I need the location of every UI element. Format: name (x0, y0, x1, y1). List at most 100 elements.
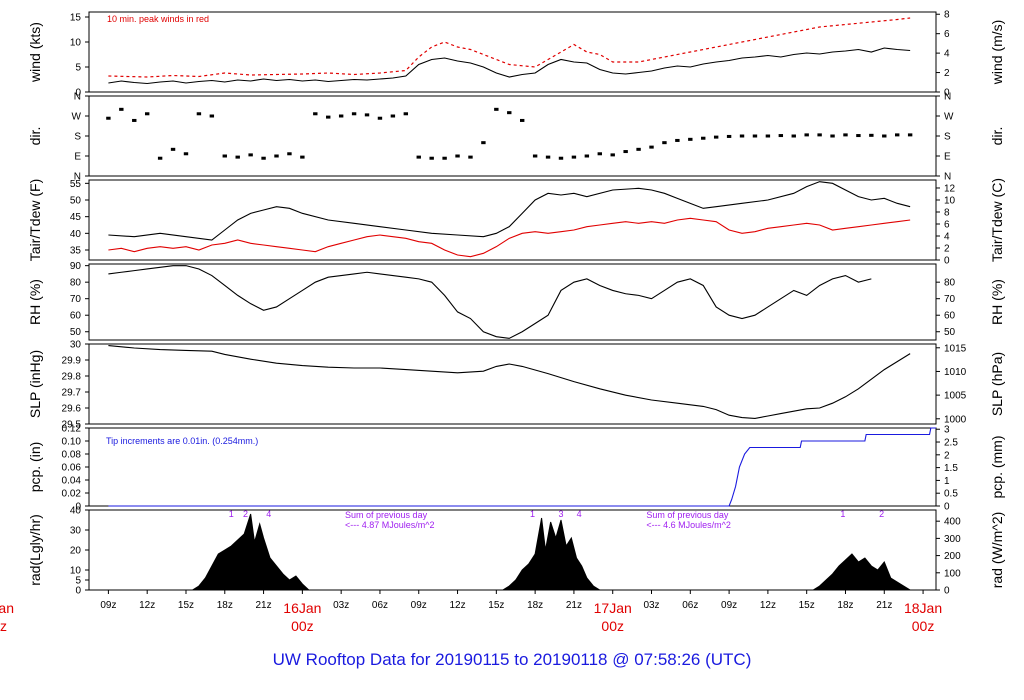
wind-right-ytick-label: 0 (944, 88, 950, 99)
x-tick-label: 18z (527, 600, 543, 611)
x-tick-label: 18z (217, 600, 233, 611)
rad-hour-label: 4 (266, 509, 271, 519)
pcp-series-line-0 (108, 427, 936, 507)
dir-ylabel-right: dir. (989, 127, 1005, 146)
dir-point (895, 133, 900, 137)
pcp-ytick-label: 0.04 (62, 476, 82, 487)
x-tick-label: 03z (333, 600, 349, 611)
temp-right-ytick-label: 8 (944, 207, 950, 218)
slp-ytick-label: 29.7 (62, 388, 82, 399)
dir-point (869, 133, 874, 137)
slp-ylabel-right: SLP (hPa) (989, 352, 1005, 416)
slp-ytick-label: 30 (70, 340, 82, 351)
x-left-edge-sublabel: z (0, 618, 7, 634)
pcp-ylabel-left: pcp. (in) (27, 442, 43, 493)
dir-point (662, 141, 667, 145)
wind-right-ytick-label: 2 (944, 68, 950, 79)
temp-right-ytick-label: 12 (944, 183, 956, 194)
x-tick-label: 12z (760, 600, 776, 611)
slp-ytick-label: 29.5 (62, 420, 82, 431)
temp-ylabel-right: Tair/Tdew (C) (989, 178, 1005, 262)
rad-hour-label: 2 (243, 509, 248, 519)
dir-point (338, 114, 344, 118)
dir-point (106, 116, 111, 120)
rad-sum-annotation: Sum of previous day (646, 510, 729, 520)
temp-right-ytick-label: 2 (944, 243, 950, 254)
dir-point (196, 112, 202, 116)
rh-ylabel-right: RH (%) (989, 279, 1005, 325)
x-date-label: 18Jan (904, 600, 942, 616)
wind-ytick-label: 0 (75, 88, 81, 99)
dir-point (545, 155, 551, 159)
rh-right-ytick-label: 70 (944, 294, 956, 305)
pcp-annotation: Tip increments are 0.01in. (0.254mm.) (106, 436, 258, 446)
dir-point (778, 134, 784, 138)
temp-ylabel-left: Tair/Tdew (F) (27, 179, 43, 261)
dir-point (701, 136, 706, 140)
pcp-ytick-label: 0 (75, 502, 81, 513)
dir-panel-frame (88, 95, 937, 177)
rad-hour-label: 1 (530, 509, 535, 519)
rh-series-line-0 (108, 265, 872, 339)
dir-point (157, 156, 163, 160)
rh-panel-frame (88, 263, 937, 341)
temp-ytick-label: 35 (70, 246, 82, 257)
wind-ylabel-right: wind (m/s) (989, 20, 1005, 86)
dir-point (326, 115, 331, 119)
x-tick-label: 12z (449, 600, 465, 611)
temp-right-ytick-label: 0 (944, 256, 950, 267)
rad-ytick-label: 0 (75, 586, 81, 597)
rad-area-series (190, 513, 912, 591)
dir-point (649, 145, 654, 149)
slp-ytick-label: 29.6 (62, 404, 82, 415)
temp-ytick-label: 50 (70, 196, 82, 207)
rad-right-ytick-label: 300 (944, 534, 961, 545)
rh-ylabel-left: RH (%) (27, 279, 43, 325)
slp-ytick-label: 29.8 (62, 372, 82, 383)
slp-right-ytick-label: 1005 (944, 391, 967, 402)
slp-ylabel-left: SLP (inHg) (27, 350, 43, 418)
dir-point (481, 141, 486, 145)
pcp-ytick-label: 0.02 (62, 489, 82, 500)
dir-point (468, 155, 473, 159)
wind-right-ytick-label: 4 (944, 49, 950, 60)
rh-right-ytick-label: 50 (944, 327, 956, 338)
dir-point (571, 155, 577, 159)
wind-right-ytick-label: 8 (944, 10, 950, 21)
x-date-sublabel: 00z (912, 618, 935, 634)
temp-ytick-label: 40 (70, 229, 82, 240)
dir-point (519, 118, 525, 122)
rad-right-ytick-label: 400 (944, 517, 961, 528)
dir-ytick-label: W (72, 112, 82, 123)
dir-point (856, 134, 861, 138)
wind-ytick-label: 5 (75, 63, 81, 74)
dir-ylabel-left: dir. (27, 127, 43, 146)
dir-point (597, 152, 602, 156)
temp-right-ytick-label: 4 (944, 231, 950, 242)
pcp-ytick-label: 0.06 (62, 463, 82, 474)
rad-hour-label: 1 (840, 509, 845, 519)
dir-point (752, 134, 758, 138)
dir-point (416, 155, 421, 159)
wind-ytick-label: 10 (70, 38, 82, 49)
wind-annotation: 10 min. peak winds in red (107, 14, 209, 24)
dir-point (170, 147, 176, 151)
x-tick-label: 09z (411, 600, 427, 611)
dir-point (209, 114, 215, 118)
pcp-ytick-label: 0.12 (62, 424, 82, 435)
rad-ytick-label: 5 (75, 576, 81, 587)
pcp-right-ytick-label: 0 (944, 502, 950, 513)
dir-point (351, 112, 357, 116)
x-tick-label: 21z (566, 600, 582, 611)
x-date-sublabel: 00z (601, 618, 624, 634)
x-tick-label: 15z (178, 600, 194, 611)
slp-panel-frame (88, 343, 937, 425)
dir-point (804, 133, 809, 137)
x-left-edge-label: Jan (0, 600, 14, 616)
dir-point (843, 133, 848, 137)
rh-right-ytick-label: 80 (944, 278, 956, 289)
dir-ytick-label: N (74, 92, 81, 103)
dir-point (688, 137, 693, 141)
dir-point (907, 133, 913, 137)
